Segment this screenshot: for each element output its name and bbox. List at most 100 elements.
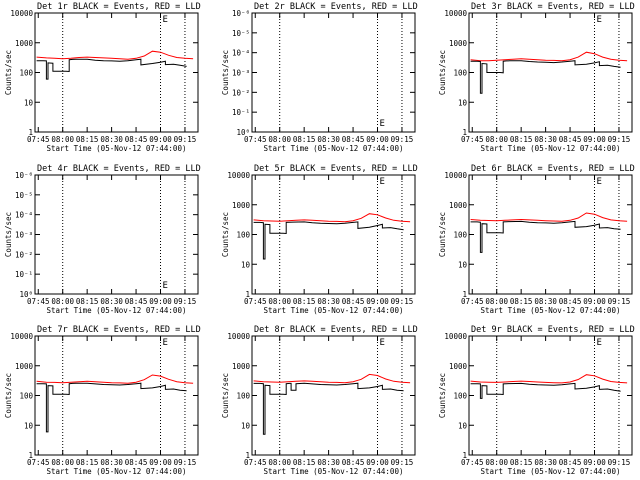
- x-tick-label: 08:15: [293, 135, 316, 144]
- y-tick-label: 10000: [10, 9, 33, 18]
- x-tick-label: 09:15: [608, 297, 631, 306]
- x-tick-label: 09:00: [149, 297, 172, 306]
- y-axis-label: Counts/sec: [221, 50, 230, 95]
- x-tick-label: 08:15: [76, 297, 99, 306]
- x-tick-label: 08:45: [559, 135, 582, 144]
- y-axis-label: Counts/sec: [438, 373, 447, 418]
- x-tick-label: 09:15: [391, 458, 414, 467]
- detector-panel: Det 2r BLACK = Events, RED = LLD 10⁰ 10⁻¹ 1…: [221, 2, 418, 153]
- event-marker-label: E: [597, 177, 602, 187]
- panel-title: Det 8r BLACK = Events, RED = LLD: [254, 325, 418, 335]
- y-tick-label: 1: [28, 128, 33, 137]
- x-tick-label: 07:45: [461, 458, 484, 467]
- x-tick-label: 09:15: [391, 297, 414, 306]
- x-axis-label: Start Time (05-Nov-12 07:44:00): [47, 144, 187, 153]
- y-tick-label: 10⁻⁵: [232, 29, 250, 38]
- x-tick-label: 08:45: [125, 135, 148, 144]
- x-tick-label: 08:30: [100, 135, 123, 144]
- event-marker-label: E: [380, 119, 385, 129]
- x-tick-label: 08:00: [268, 135, 291, 144]
- x-tick-label: 08:30: [317, 458, 340, 467]
- x-tick-label: 08:00: [485, 297, 508, 306]
- y-tick-label: 10⁻⁶: [232, 9, 250, 18]
- event-marker-label: E: [163, 15, 168, 25]
- detector-panel: Det 1r BLACK = Events, RED = LLD 1 10 100 10…: [4, 2, 201, 153]
- x-tick-label: 09:15: [174, 458, 197, 467]
- detector-panel: Det 6r BLACK = Events, RED = LLD 1 10 100 10…: [438, 164, 635, 315]
- y-tick-label: 10⁻¹: [15, 270, 33, 279]
- x-tick-label: 08:30: [317, 135, 340, 144]
- y-tick-label: 10⁻⁶: [15, 171, 33, 180]
- x-axis-label: Start Time (05-Nov-12 07:44:00): [481, 144, 621, 153]
- event-rate-line: [253, 221, 404, 260]
- y-tick-label: 1000: [232, 362, 251, 371]
- y-tick-label: 10⁻³: [232, 69, 250, 78]
- y-tick-label: 10000: [444, 9, 467, 18]
- y-tick-label: 1: [462, 290, 467, 299]
- plot-frame: [251, 12, 416, 133]
- panel-title: Det 2r BLACK = Events, RED = LLD: [254, 2, 418, 12]
- event-rate-line: [470, 220, 621, 253]
- x-tick-label: 08:15: [76, 458, 99, 467]
- y-tick-label: 10: [458, 98, 468, 107]
- x-tick-label: 08:30: [534, 135, 557, 144]
- x-tick-label: 09:00: [149, 458, 172, 467]
- event-marker-label: E: [163, 281, 168, 291]
- event-rate-line: [253, 382, 404, 435]
- x-tick-label: 07:45: [27, 135, 50, 144]
- y-axis-label: Counts/sec: [221, 373, 230, 418]
- panel-title: Det 3r BLACK = Events, RED = LLD: [471, 2, 635, 12]
- y-tick-label: 100: [236, 392, 250, 401]
- panel-title: Det 1r BLACK = Events, RED = LLD: [37, 2, 201, 12]
- y-tick-label: 10⁻⁴: [15, 211, 33, 220]
- lld-rate-line: [253, 213, 411, 223]
- event-marker-label: E: [380, 338, 385, 348]
- event-rate-line: [470, 60, 621, 94]
- y-tick-label: 10: [458, 260, 468, 269]
- event-marker-label: E: [380, 177, 385, 187]
- y-axis-label: Counts/sec: [4, 212, 13, 257]
- x-tick-label: 08:45: [125, 297, 148, 306]
- y-tick-label: 10⁻⁵: [15, 191, 33, 200]
- panel-title: Det 9r BLACK = Events, RED = LLD: [471, 325, 635, 335]
- x-tick-label: 08:45: [342, 135, 365, 144]
- lld-rate-line: [470, 51, 628, 62]
- y-tick-label: 10⁻⁴: [232, 49, 250, 58]
- event-rate-line: [470, 382, 621, 399]
- lld-rate-line: [470, 212, 628, 222]
- lld-rate-line: [36, 374, 194, 384]
- y-tick-label: 10000: [227, 171, 250, 180]
- lld-rate-line: [470, 374, 628, 384]
- event-rate-line: [36, 382, 187, 433]
- y-tick-label: 10⁻²: [15, 250, 33, 259]
- x-tick-label: 08:15: [510, 135, 533, 144]
- x-tick-label: 08:45: [342, 297, 365, 306]
- x-tick-label: 08:00: [51, 135, 74, 144]
- x-tick-label: 07:45: [244, 135, 267, 144]
- y-tick-label: 10000: [444, 171, 467, 180]
- x-axis-label: Start Time (05-Nov-12 07:44:00): [47, 467, 187, 476]
- x-tick-label: 09:15: [608, 135, 631, 144]
- event-marker-label: E: [163, 338, 168, 348]
- y-tick-label: 1: [245, 290, 250, 299]
- y-tick-label: 10⁰: [19, 290, 33, 299]
- panel-title: Det 7r BLACK = Events, RED = LLD: [37, 325, 201, 335]
- detector-panel: Det 7r BLACK = Events, RED = LLD 1 10 100 10…: [4, 325, 201, 476]
- detector-panel: Det 9r BLACK = Events, RED = LLD 1 10 100 10…: [438, 325, 635, 476]
- y-tick-label: 1: [462, 128, 467, 137]
- detector-panel: Det 8r BLACK = Events, RED = LLD 1 10 100 10…: [221, 325, 418, 476]
- y-tick-label: 100: [19, 392, 33, 401]
- x-tick-label: 07:45: [27, 297, 50, 306]
- y-tick-label: 10000: [227, 332, 250, 341]
- y-tick-label: 1000: [15, 362, 34, 371]
- x-tick-label: 08:00: [51, 458, 74, 467]
- x-tick-label: 08:45: [559, 458, 582, 467]
- x-axis-label: Start Time (05-Nov-12 07:44:00): [481, 467, 621, 476]
- x-tick-label: 08:00: [268, 297, 291, 306]
- x-tick-label: 07:45: [244, 458, 267, 467]
- x-tick-label: 09:00: [366, 135, 389, 144]
- plot-frame: [468, 174, 633, 295]
- y-tick-label: 10: [24, 98, 34, 107]
- x-tick-label: 07:45: [244, 297, 267, 306]
